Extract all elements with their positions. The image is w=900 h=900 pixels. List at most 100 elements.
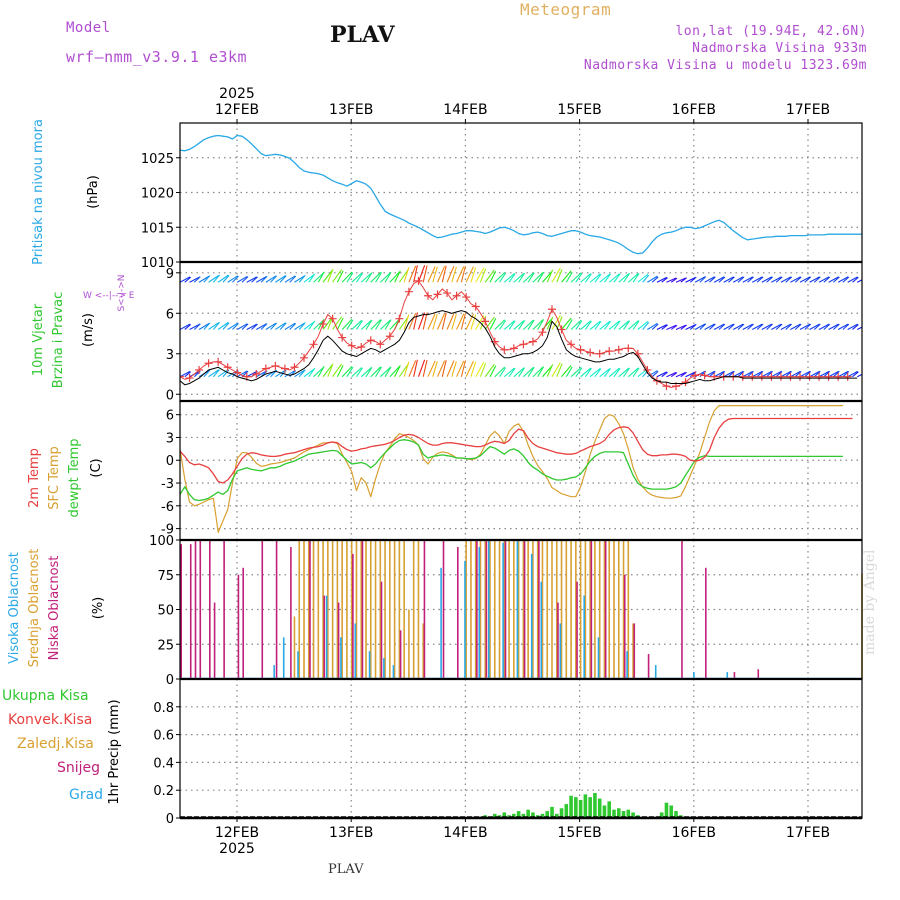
wind-barb — [837, 323, 849, 330]
wind-barb — [651, 323, 659, 330]
wind-y-tick-label: 3 — [166, 348, 174, 363]
precip-bar — [492, 813, 497, 818]
wind-barb — [723, 370, 734, 378]
wind-barb — [513, 367, 525, 378]
wind-barb — [785, 323, 793, 330]
wind-barb — [523, 319, 534, 330]
wind-barb — [336, 365, 344, 377]
wind-barb — [852, 371, 859, 378]
top-day-label: 17FEB — [786, 102, 830, 118]
wind-barb — [184, 276, 192, 283]
wind-barb — [589, 320, 601, 330]
wind-barb — [771, 276, 782, 283]
wind-barb — [180, 370, 191, 378]
wind-barb — [813, 276, 821, 283]
wind-barb — [623, 367, 631, 378]
wind-barb — [384, 366, 392, 377]
wind-gust-marker — [509, 344, 518, 353]
wind-barb — [747, 370, 754, 378]
wind-barb — [594, 368, 602, 378]
wind-barb — [809, 370, 820, 378]
wind-barb — [251, 323, 258, 330]
wind-barb — [413, 359, 418, 377]
wind-barb — [604, 368, 611, 378]
wind-barb — [818, 370, 830, 378]
wind-barb — [680, 277, 687, 283]
wind-barb — [632, 367, 640, 378]
precip-legend-item: Zaledj.Kisa — [17, 736, 94, 752]
wind-gust-marker — [738, 372, 747, 381]
precip-y-tick-label: 0.4 — [153, 756, 174, 771]
wind-barb — [704, 276, 715, 283]
wind-barb — [193, 276, 201, 283]
wind-barb — [470, 361, 477, 377]
cloud-ylabel-2: Niska Oblacnost — [47, 556, 62, 661]
wind-barb — [670, 372, 678, 378]
wind-barb — [723, 323, 734, 330]
wind-barb — [790, 323, 801, 330]
wind-barb — [718, 276, 726, 283]
precip-bar — [521, 813, 526, 818]
wind-barb — [813, 370, 821, 378]
wind-barb — [742, 276, 753, 283]
wind-barb — [246, 323, 257, 330]
wind-barb — [752, 323, 763, 330]
precip-bar — [545, 811, 550, 818]
temperature-y-tick-label: 0 — [166, 454, 174, 469]
wind-barb — [675, 324, 686, 330]
wind-barb — [847, 276, 858, 283]
wind-barb — [637, 320, 649, 330]
wind-gust-marker — [433, 290, 442, 299]
top-year-label: 2025 — [219, 86, 255, 102]
wind-barb — [508, 273, 516, 283]
wind-barb — [775, 276, 783, 283]
2m-temp-line — [179, 417, 853, 484]
wind-barb — [661, 371, 668, 378]
wind-barb — [575, 273, 583, 283]
precip-y-tick-label: 0.8 — [153, 701, 174, 716]
wind-barb — [394, 365, 401, 377]
wind-barb — [747, 323, 754, 330]
wind-gust-marker — [834, 372, 843, 381]
wind-gust-marker — [624, 344, 633, 353]
wind-barb — [828, 323, 839, 330]
wind-barb — [460, 360, 466, 377]
wind-barb — [565, 319, 573, 330]
wind-barb — [441, 359, 447, 377]
wind-gust-marker — [614, 345, 623, 354]
wind-barb — [479, 363, 487, 377]
top-day-label: 13FEB — [329, 102, 373, 118]
top-day-label: 16FEB — [672, 102, 716, 118]
wind-barb — [212, 322, 220, 330]
wind-barb — [771, 323, 782, 330]
wind-barb — [508, 320, 516, 330]
wind-barb — [265, 275, 277, 283]
wind-barb — [823, 323, 831, 330]
wind-barb — [833, 276, 840, 283]
wind-barb — [408, 265, 417, 283]
wind-barb — [298, 322, 306, 330]
wind-barb — [437, 313, 446, 330]
wind-barb — [270, 322, 278, 330]
wind-barb — [737, 276, 745, 283]
wind-barb — [584, 367, 592, 378]
wind-barb — [580, 320, 592, 330]
wind-gust-marker — [185, 374, 194, 383]
wind-barb — [527, 366, 535, 378]
wind-barb — [709, 370, 716, 378]
wind-barb — [193, 323, 201, 330]
precip-bar — [607, 801, 612, 818]
wind-barb — [327, 363, 334, 377]
wind-barb — [756, 276, 764, 283]
precip-y-tick-label: 0.2 — [153, 784, 174, 799]
wind-gust-marker — [776, 372, 785, 381]
wind-barb — [417, 359, 426, 377]
wind-barb — [756, 370, 764, 378]
station-title: PLAV — [330, 22, 395, 48]
wind-barb — [618, 273, 630, 283]
wind-barb — [847, 323, 858, 330]
wind-barb — [551, 362, 561, 377]
wind-barb — [489, 365, 497, 377]
wind-barb — [432, 266, 438, 283]
wind-barb — [570, 366, 582, 378]
